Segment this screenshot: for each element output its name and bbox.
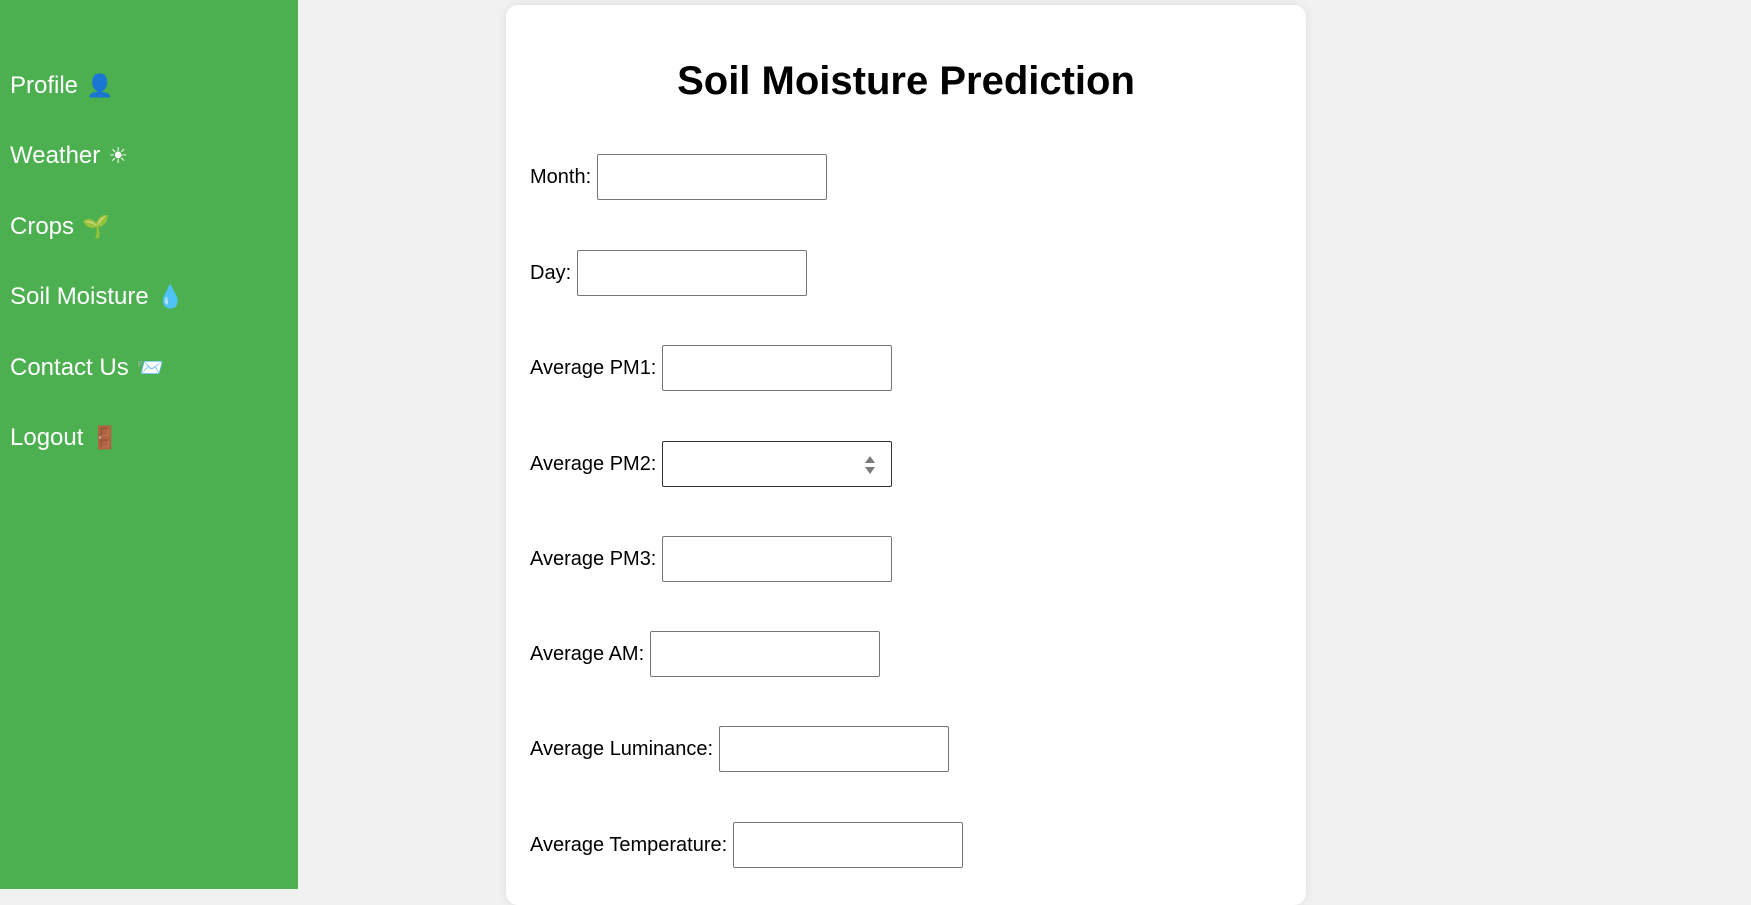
sidebar: Profile 👤 Weather ☀ Crops 🌱 Soil Moistur… xyxy=(0,0,298,889)
envelope-icon: 📨 xyxy=(136,355,165,380)
sidebar-item-contact-us[interactable]: Contact Us 📨 xyxy=(10,354,164,382)
sidebar-item-profile[interactable]: Profile 👤 xyxy=(10,72,113,100)
pm1-input[interactable] xyxy=(662,345,893,391)
pm3-field-row: Average PM3: xyxy=(530,536,893,582)
luminance-field-row: Average Luminance: xyxy=(530,726,950,772)
luminance-input[interactable] xyxy=(719,726,950,772)
sidebar-item-crops[interactable]: Crops 🌱 xyxy=(10,213,109,241)
spin-down-icon[interactable] xyxy=(865,467,876,474)
sun-icon: ☀ xyxy=(108,143,129,168)
pm2-field-row: Average PM2: xyxy=(530,441,893,487)
pm3-input[interactable] xyxy=(662,536,893,582)
month-input[interactable] xyxy=(597,154,828,200)
sidebar-item-soil-moisture[interactable]: Soil Moisture 💧 xyxy=(10,283,184,311)
sidebar-item-weather[interactable]: Weather ☀ xyxy=(10,142,128,170)
sidebar-item-label: Logout xyxy=(10,424,84,451)
day-label: Day: xyxy=(530,262,572,284)
pm1-label: Average PM1: xyxy=(530,357,657,379)
temperature-field-row: Average Temperature: xyxy=(530,822,964,868)
temperature-label: Average Temperature: xyxy=(530,834,728,856)
spin-up-icon[interactable] xyxy=(865,456,876,463)
pm2-label: Average PM2: xyxy=(530,453,657,475)
door-icon: 🚪 xyxy=(91,425,119,450)
day-field-row: Day: xyxy=(530,250,808,296)
month-field-row: Month: xyxy=(530,154,828,200)
profile-icon: 👤 xyxy=(86,73,114,98)
sidebar-item-label: Weather xyxy=(10,142,101,169)
prediction-form-card: Soil Moisture Prediction Month: Day: Ave… xyxy=(506,5,1306,905)
pm1-field-row: Average PM1: xyxy=(530,345,893,391)
sidebar-item-label: Crops xyxy=(10,213,75,240)
sidebar-item-logout[interactable]: Logout 🚪 xyxy=(10,424,119,452)
seedling-icon: 🌱 xyxy=(82,214,110,239)
am-field-row: Average AM: xyxy=(530,631,881,677)
page-title: Soil Moisture Prediction xyxy=(677,59,1135,103)
droplet-icon: 💧 xyxy=(156,284,185,309)
pm3-label: Average PM3: xyxy=(530,548,657,570)
day-input[interactable] xyxy=(577,250,808,296)
temperature-input[interactable] xyxy=(733,822,964,868)
number-spinner[interactable] xyxy=(865,456,876,474)
sidebar-item-label: Profile xyxy=(10,72,79,99)
month-label: Month: xyxy=(530,166,592,188)
sidebar-item-label: Soil Moisture xyxy=(10,283,149,310)
pm2-input[interactable] xyxy=(662,441,893,487)
sidebar-item-label: Contact Us xyxy=(10,354,129,381)
am-label: Average AM: xyxy=(530,643,645,665)
luminance-label: Average Luminance: xyxy=(530,738,714,760)
am-input[interactable] xyxy=(650,631,881,677)
